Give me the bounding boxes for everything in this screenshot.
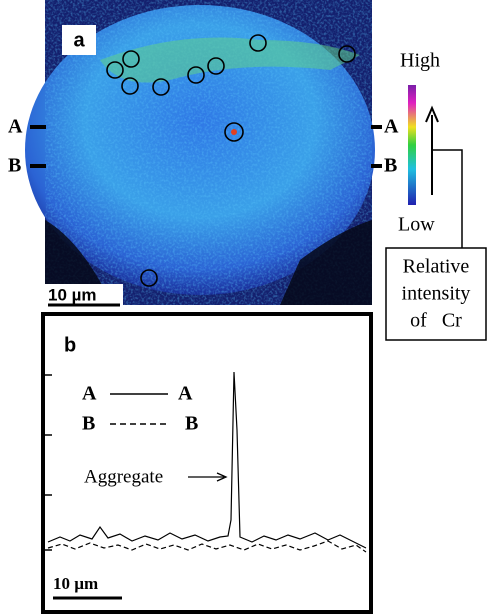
panel-label: a [73,29,85,51]
marker-label: A [8,116,23,138]
bracket [432,149,463,248]
panel-a: a 10 µm [25,0,375,307]
legend: A A B B [82,383,198,435]
marker-label: B [8,155,21,177]
caption-line: Relative [403,256,470,278]
aggregate-circles [106,34,356,287]
profile-b [47,540,367,553]
profile-a [47,371,367,549]
scale-bar-box [45,284,123,305]
caption-line: of Cr [410,310,462,332]
caption-box [385,247,487,341]
enriched-zone [100,37,360,83]
panel-b: b A A B B Aggregate 10 µm [41,312,373,614]
marker-label: B [384,155,397,177]
scale-bar-label: 10 µm [53,574,98,593]
color-scale: High Low Relative intensity of Cr [385,50,487,341]
legend-end: A [178,383,193,405]
color-bar [408,85,416,205]
arrow-head [425,105,439,123]
caption-line: intensity [402,283,471,305]
legend-end: B [185,413,198,435]
scale-high: High [400,50,440,72]
annotation: Aggregate [84,466,163,487]
scale-low: Low [398,214,435,236]
label-box [62,25,96,55]
line-markers: A B A B [8,116,399,177]
panel-label: b [64,334,76,356]
axis-ticks [45,374,52,551]
legend-start: B [82,413,95,435]
aggregate-hotspot [231,129,237,135]
legend-start: A [82,383,97,405]
scale-bar-label: 10 µm [48,285,97,304]
marker-label: A [384,116,399,138]
panel-frame [41,312,373,614]
annotation-arrow-head [216,472,228,482]
dark-zone [45,220,372,305]
